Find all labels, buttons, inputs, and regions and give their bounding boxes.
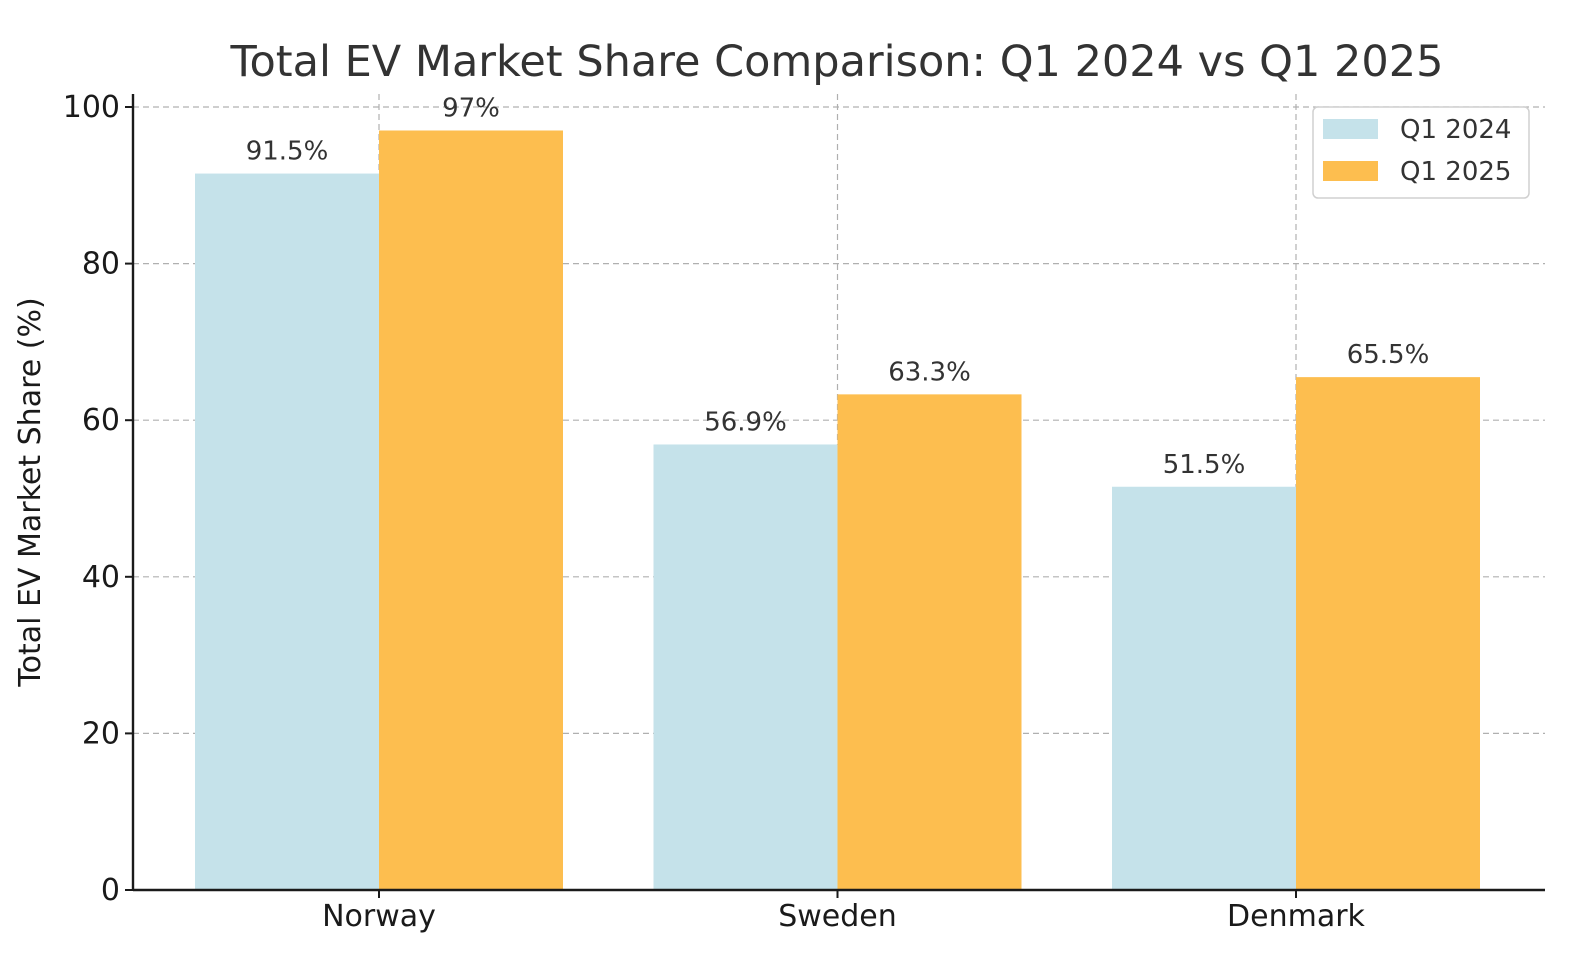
- x-tick-label: Norway: [322, 899, 436, 934]
- bar-sweden-q1-2025: [837, 394, 1022, 890]
- bar-denmark-q1-2025: [1296, 377, 1480, 890]
- bar-sweden-q1-2024: [653, 444, 838, 890]
- legend-swatch: [1323, 161, 1378, 181]
- x-tick-label: Denmark: [1227, 899, 1366, 934]
- legend: Q1 2024 Q1 2025: [1312, 106, 1530, 199]
- bar-value-label: 63.3%: [888, 357, 971, 387]
- bar-denmark-q1-2024: [1112, 486, 1296, 890]
- legend-label: Q1 2024: [1400, 115, 1511, 145]
- legend-label: Q1 2025: [1400, 157, 1511, 187]
- legend-swatch: [1323, 119, 1378, 139]
- bar-value-label: 65.5%: [1347, 340, 1430, 370]
- chart-title: Total EV Market Share Comparison: Q1 202…: [230, 37, 1444, 87]
- y-axis-label: Total EV Market Share (%): [13, 297, 48, 687]
- y-tick-label: 40: [82, 560, 120, 595]
- data-labels: 91.5% 56.9% 51.5% 97% 63.3% 65.5%: [246, 93, 1430, 479]
- axes: 0 20 40 60 80 100 Norway Sweden Denmark: [63, 90, 1545, 934]
- y-tick-label: 20: [82, 716, 120, 751]
- bar-value-label: 97%: [442, 93, 500, 123]
- bars: [195, 130, 1480, 891]
- bar-value-label: 91.5%: [246, 137, 329, 167]
- bar-norway-q1-2025: [379, 130, 563, 891]
- y-tick-label: 80: [82, 247, 120, 282]
- x-tick-label: Sweden: [778, 899, 897, 934]
- y-tick-label: 60: [82, 403, 120, 438]
- y-tick-label: 100: [63, 90, 120, 125]
- bar-value-label: 51.5%: [1163, 450, 1246, 480]
- y-tick-label: 0: [101, 873, 120, 908]
- bar-norway-q1-2024: [195, 173, 379, 890]
- bar-value-label: 56.9%: [704, 407, 787, 437]
